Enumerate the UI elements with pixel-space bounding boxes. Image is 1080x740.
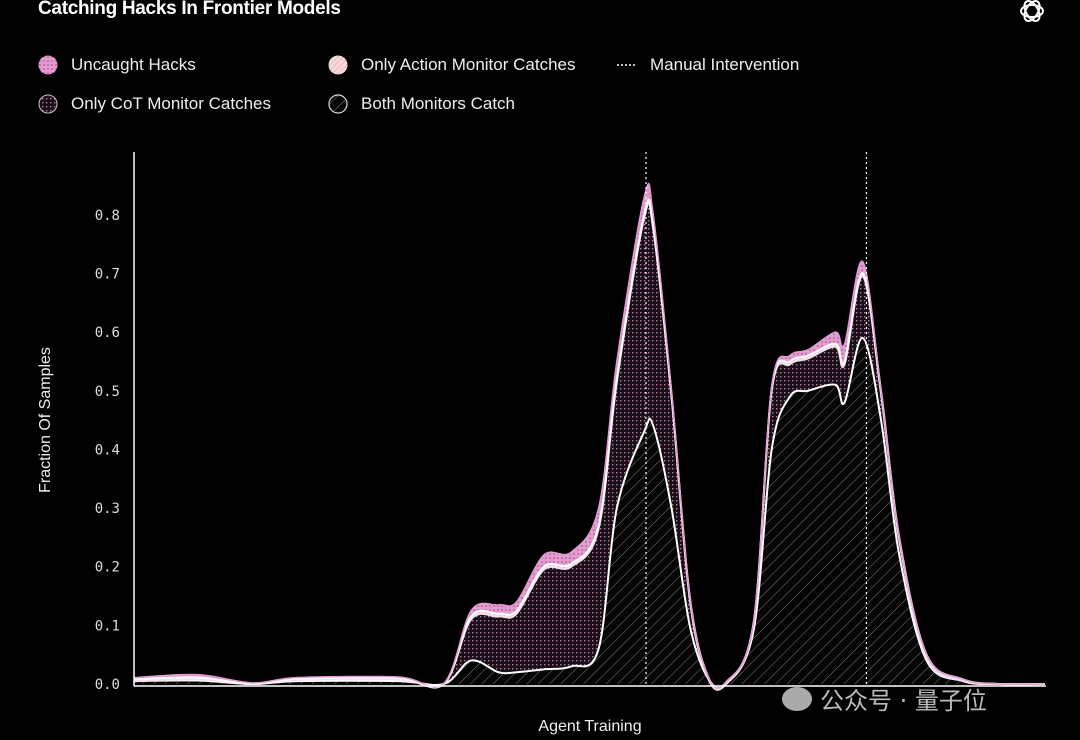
uncaught-swatch-icon [38,55,58,75]
y-tick-label: 0.8 [95,208,120,224]
openai-logo-icon [1020,0,1044,22]
x-axis-label: Agent Training [538,718,641,735]
y-tick-label: 0.6 [95,325,120,341]
legend-label: Only Action Monitor Catches [361,55,576,74]
area-both-monitors [134,337,1045,689]
wechat-icon [782,686,812,711]
legend-only-action[interactable]: Only Action Monitor Catches [328,55,575,75]
chart-title: Catching Hacks In Frontier Models [38,0,341,19]
watermark-text: 公众号 · 量子位 [820,687,987,715]
area-both-monitors-boundary [133,336,1046,690]
watermark: 公众号 · 量子位 [782,681,987,716]
legend-label: Only CoT Monitor Catches [71,94,271,113]
both-swatch-icon [328,94,348,114]
action-swatch-icon [328,55,348,75]
cot-swatch-icon [38,94,58,114]
y-tick-label: 0.7 [95,266,120,282]
y-tick-label: 0.2 [95,560,120,576]
legend-label: Manual Intervention [650,55,800,74]
legend-both-monitors[interactable]: Both Monitors Catch [328,94,515,114]
area-uncaught-boundary [133,182,1046,689]
y-tick-label: 0.1 [95,618,120,634]
legend-manual-intervention[interactable]: Manual Intervention [617,55,799,75]
y-tick-label: 0.0 [95,677,120,693]
y-tick-label: 0.5 [95,384,120,400]
legend-label: Both Monitors Catch [361,94,516,113]
y-axis-label: Fraction Of Samples [37,347,54,493]
y-tick-label: 0.4 [95,442,120,458]
legend-label: Uncaught Hacks [71,55,196,74]
legend-uncaught-hacks[interactable]: Uncaught Hacks [38,55,196,75]
dotted-line-icon [617,64,637,66]
legend-only-cot[interactable]: Only CoT Monitor Catches [38,94,271,114]
y-tick-label: 0.3 [95,501,120,517]
